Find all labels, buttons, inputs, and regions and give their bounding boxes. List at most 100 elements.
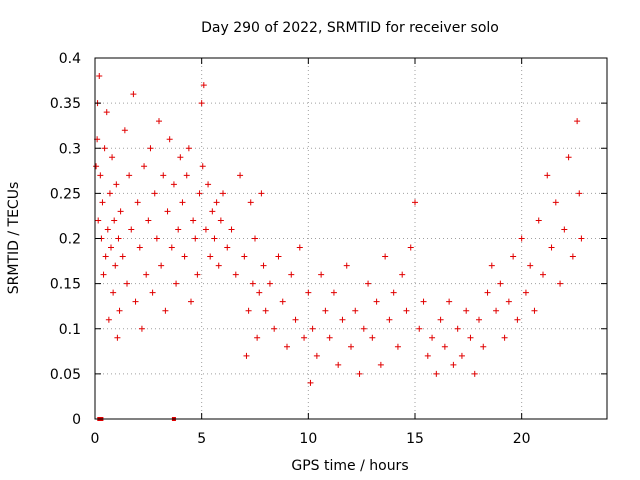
data-point (158, 262, 165, 269)
data-point (497, 280, 504, 287)
y-tick-label: 0.15 (50, 277, 81, 293)
data-point (446, 298, 453, 305)
data-point (292, 316, 299, 323)
data-point (175, 226, 182, 233)
data-points (93, 73, 585, 421)
data-point (196, 190, 203, 197)
data-point (505, 298, 512, 305)
x-tick-label: 20 (513, 431, 531, 447)
data-point (126, 172, 133, 179)
data-point (557, 280, 564, 287)
data-point (322, 307, 329, 314)
data-point (228, 226, 235, 233)
data-point (179, 199, 186, 206)
data-point (101, 145, 108, 152)
y-tick-label: 0.35 (50, 96, 81, 112)
data-point (266, 280, 273, 287)
data-point (130, 91, 137, 98)
data-point (407, 244, 414, 251)
data-point (518, 235, 525, 242)
x-tick-label: 15 (406, 431, 424, 447)
data-point (198, 100, 205, 107)
data-point (213, 199, 220, 206)
data-point (476, 316, 482, 323)
data-point (113, 181, 120, 188)
data-point (360, 325, 367, 332)
data-point (119, 253, 126, 260)
data-point (153, 235, 160, 242)
data-point (111, 217, 118, 224)
data-point (510, 253, 517, 260)
x-tick-label: 5 (197, 431, 206, 447)
y-tick-label: 0.4 (59, 51, 81, 67)
data-point (181, 253, 188, 260)
grid-lines (95, 58, 607, 419)
data-point (412, 199, 418, 206)
data-point (105, 316, 112, 323)
data-point (576, 190, 583, 197)
data-point (245, 307, 252, 314)
data-point (382, 253, 389, 260)
data-point (104, 226, 111, 233)
data-point (514, 316, 521, 323)
data-point (527, 262, 534, 269)
data-point (134, 199, 141, 206)
data-point (138, 325, 145, 332)
data-point (207, 253, 214, 260)
data-point (237, 172, 244, 179)
data-point (205, 181, 212, 188)
data-point (202, 226, 209, 233)
chart-title: Day 290 of 2022, SRMTID for receiver sol… (201, 20, 499, 36)
data-point (121, 127, 128, 134)
data-point (211, 235, 218, 242)
data-point (190, 217, 197, 224)
data-point (166, 136, 173, 143)
data-point (243, 352, 250, 359)
data-point (480, 343, 487, 350)
data-point (377, 361, 384, 368)
data-point (369, 334, 376, 341)
data-point (258, 190, 265, 197)
data-point (488, 262, 495, 269)
data-point (437, 316, 444, 323)
data-point (305, 289, 312, 296)
data-point (403, 307, 410, 314)
data-point (471, 370, 478, 377)
data-point (96, 73, 103, 80)
y-tick-label: 0.25 (50, 186, 81, 202)
data-point (145, 217, 152, 224)
data-point (574, 118, 581, 125)
y-tick-label: 0.3 (59, 141, 81, 157)
data-point (99, 199, 106, 206)
data-point (386, 316, 393, 323)
data-point (194, 271, 201, 278)
data-point (108, 244, 114, 251)
data-point (552, 199, 559, 206)
data-point (271, 325, 278, 332)
axis-ticks (94, 57, 607, 420)
data-point (279, 298, 286, 305)
data-point (429, 334, 436, 341)
data-point (522, 289, 529, 296)
data-point (441, 343, 448, 350)
data-point (433, 370, 440, 377)
data-point (326, 334, 333, 341)
data-point (93, 163, 100, 170)
data-point (220, 190, 226, 197)
data-point (162, 307, 169, 314)
data-point (467, 334, 474, 341)
data-point (356, 370, 363, 377)
data-point (399, 271, 406, 278)
data-point (124, 280, 130, 287)
data-point (544, 172, 551, 179)
data-point (110, 289, 117, 296)
data-point (296, 244, 303, 251)
data-point (199, 163, 206, 170)
data-point (339, 316, 346, 323)
data-point (147, 145, 154, 152)
x-axis-label: GPS time / hours (291, 458, 408, 474)
data-point (262, 307, 269, 314)
data-point (284, 343, 290, 350)
data-point (540, 271, 546, 278)
